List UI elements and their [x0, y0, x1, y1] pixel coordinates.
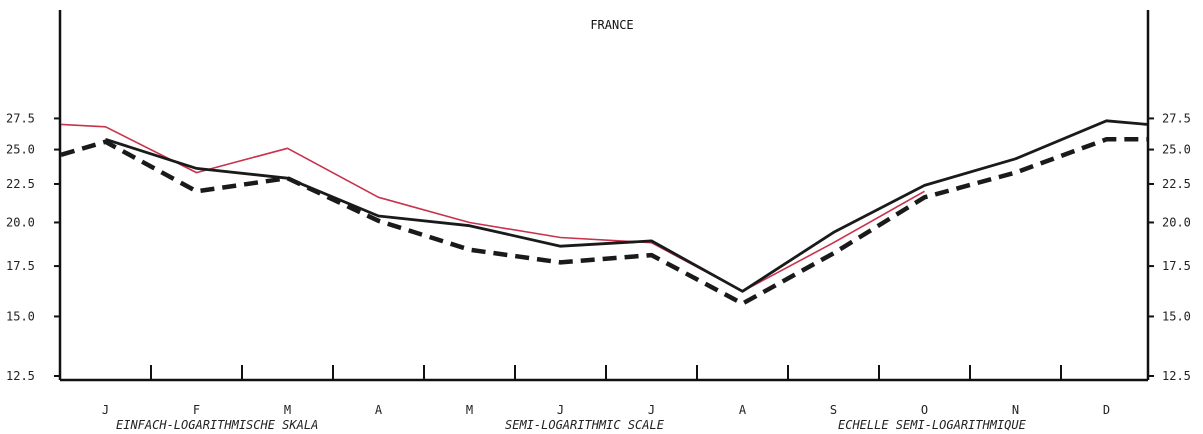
axis-ticks: 12.5 12.5 15.0 15.0 17.5 17.5 20.0 20.0 22.5 22.5… [6, 111, 1191, 417]
series-line-solid-black [105, 119, 1148, 293]
y-tick-label-left: 25.0 [6, 143, 35, 157]
x-tick-label: J [648, 403, 655, 417]
y-tick-label-right: 17.5 [1162, 259, 1191, 273]
y-tick-label-right: 22.5 [1162, 177, 1191, 191]
y-tick-label-left: 27.5 [6, 111, 35, 125]
chart-title: FRANCE [590, 18, 633, 32]
x-tick-label: J [102, 403, 109, 417]
y-tick-label-right: 15.0 [1162, 309, 1191, 323]
y-tick-label-left: 12.5 [6, 369, 35, 383]
x-tick-label: D [1103, 403, 1110, 417]
x-tick-label: S [830, 403, 837, 417]
annotation-german: EINFACH-LOGARITHMISCHE SKALA [116, 418, 318, 432]
y-tick-label-left: 20.0 [6, 215, 35, 229]
x-tick-label: A [375, 403, 383, 417]
y-tick-label-right: 25.0 [1162, 143, 1191, 157]
x-tick-label: N [1012, 403, 1019, 417]
annotation-english: SEMI-LOGARITHMIC SCALE [505, 418, 665, 432]
y-tick-label-right: 20.0 [1162, 215, 1191, 229]
y-tick-label-left: 15.0 [6, 309, 35, 323]
y-tick-label-left: 17.5 [6, 259, 35, 273]
series-line-dashed-black [60, 137, 1147, 306]
annotation-french: ECHELLE SEMI-LOGARITHMIQUE [838, 418, 1027, 432]
x-tick-label: J [557, 403, 564, 417]
x-tick-label: M [466, 403, 473, 417]
y-tick-label-left: 22.5 [6, 177, 35, 191]
series-line-solid-red [60, 123, 925, 293]
x-tick-label: F [193, 403, 200, 417]
x-tick-label: O [921, 403, 928, 417]
x-tick-label: A [739, 403, 747, 417]
x-tick-label: M [284, 403, 291, 417]
y-tick-label-right: 27.5 [1162, 111, 1191, 125]
series-layer [60, 119, 1148, 306]
y-tick-label-right: 12.5 [1162, 369, 1191, 383]
